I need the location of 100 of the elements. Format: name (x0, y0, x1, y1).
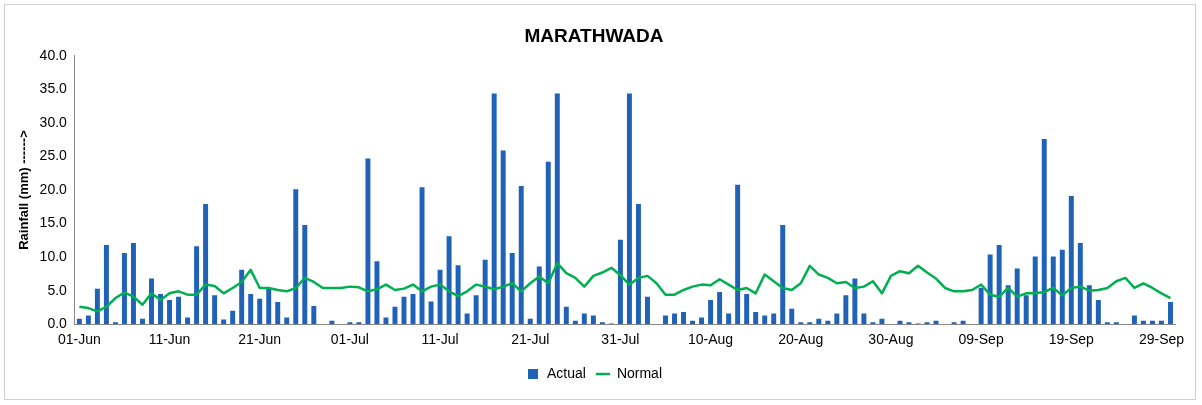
bar (230, 310, 236, 325)
x-tick-label: 11-Jul (421, 331, 459, 348)
bar (1059, 249, 1065, 325)
bar (464, 313, 470, 325)
bar (672, 313, 677, 325)
bar (446, 236, 452, 325)
y-tick-label: 40.0 (39, 46, 68, 63)
y-tick-label: 0.0 (47, 315, 68, 332)
bar (780, 224, 786, 325)
bar (978, 287, 984, 325)
bar (176, 296, 182, 325)
bar (158, 294, 163, 325)
x-tick-label: 09-Sep (958, 331, 1004, 348)
bar (735, 184, 741, 325)
bar (726, 313, 732, 325)
bar (762, 315, 768, 325)
bar (1086, 285, 1092, 325)
bar (149, 278, 154, 325)
bar (1095, 300, 1101, 325)
bar (554, 93, 560, 325)
bar (347, 322, 353, 325)
bar (284, 317, 290, 325)
y-tick-label: 30.0 (39, 113, 68, 130)
bar (103, 245, 109, 325)
legend-label: Normal (616, 364, 663, 381)
bar (275, 302, 281, 325)
bar (1131, 315, 1137, 325)
bar (1032, 256, 1038, 325)
bar (1104, 322, 1110, 325)
y-tick-label: 15.0 (39, 214, 68, 231)
bar (212, 295, 218, 325)
bar (599, 322, 605, 325)
bar (239, 269, 245, 325)
bar (112, 322, 118, 325)
bar (293, 189, 299, 325)
bar (717, 291, 723, 325)
bar (94, 288, 100, 325)
bar (545, 161, 551, 325)
bar (257, 298, 263, 325)
bar (663, 315, 668, 325)
bar (248, 294, 254, 325)
bar (356, 322, 362, 325)
bar (383, 317, 389, 325)
x-tick-label: 20-Aug (778, 331, 824, 348)
bar (1023, 295, 1029, 325)
y-tick-label: 10.0 (39, 247, 68, 264)
bar (203, 204, 209, 325)
bar (834, 313, 840, 325)
bar (365, 158, 371, 325)
bar (699, 317, 705, 325)
bar (1077, 243, 1083, 325)
bar (491, 93, 497, 325)
bar (428, 301, 434, 325)
x-tick-label: 10-Aug (688, 331, 734, 348)
x-tick-label: 30-Aug (868, 331, 914, 348)
bar (590, 315, 596, 325)
bar (996, 245, 1002, 325)
x-tick-label: 31-Jul (601, 331, 640, 348)
y-axis-title: Rainfall (mm) ------> (16, 129, 32, 250)
bar (1014, 268, 1020, 325)
bar (861, 313, 867, 325)
bar (509, 253, 515, 325)
bar (1005, 285, 1011, 325)
bar (419, 187, 425, 325)
bar (626, 93, 632, 325)
bar (455, 265, 461, 325)
bar (167, 300, 173, 325)
bar (185, 317, 191, 325)
x-tick-label: 21-Jun (238, 331, 282, 348)
bar (798, 322, 804, 325)
bar (302, 224, 308, 325)
bar (473, 295, 479, 325)
x-tick-label: 01-Jul (330, 331, 369, 348)
legend-label: Actual (546, 364, 586, 381)
bar (635, 204, 641, 325)
bar (518, 185, 524, 325)
bar (951, 322, 957, 325)
bar (852, 278, 858, 325)
bar (807, 322, 813, 325)
bar (85, 315, 91, 325)
bar (879, 318, 885, 325)
bar (843, 295, 849, 325)
bar (789, 308, 795, 325)
bar (771, 313, 777, 325)
bar (1050, 256, 1056, 325)
y-tick-label: 5.0 (47, 281, 68, 298)
bar (753, 312, 759, 325)
bar (987, 254, 993, 325)
bar (194, 246, 200, 325)
bar (644, 296, 650, 325)
bar (121, 253, 127, 325)
bar (681, 312, 687, 325)
bar (816, 318, 822, 325)
bar (266, 287, 272, 325)
x-tick-label: 01-Jun (57, 331, 101, 348)
bar (617, 239, 623, 325)
chart-title: MARATHWADA (524, 24, 664, 46)
bar (374, 261, 380, 325)
bar (311, 306, 317, 325)
bar (76, 318, 82, 325)
